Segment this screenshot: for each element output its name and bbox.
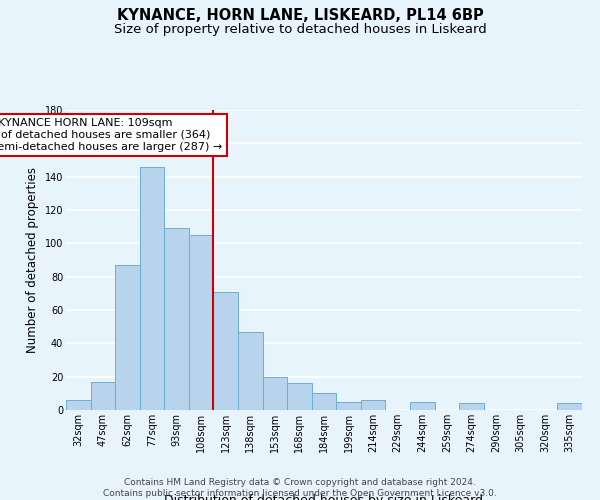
Bar (140, 166, 164, 410)
Text: KYNANCE, HORN LANE, LISKEARD, PL14 6BP: KYNANCE, HORN LANE, LISKEARD, PL14 6BP (116, 8, 484, 22)
Bar (361, 400, 385, 410)
Bar (312, 394, 336, 410)
Bar (115, 265, 140, 410)
X-axis label: Distribution of detached houses by size in Liskeard: Distribution of detached houses by size … (164, 494, 484, 500)
Bar (91, 382, 115, 410)
Bar (66, 400, 91, 410)
Text: Contains HM Land Registry data © Crown copyright and database right 2024.
Contai: Contains HM Land Registry data © Crown c… (103, 478, 497, 498)
Bar (189, 235, 214, 410)
Bar (214, 292, 238, 410)
Y-axis label: Number of detached properties: Number of detached properties (26, 167, 39, 353)
Bar (263, 376, 287, 410)
Bar (164, 228, 189, 410)
Bar (336, 402, 361, 410)
Bar (459, 404, 484, 410)
Bar (557, 404, 582, 410)
Text: Size of property relative to detached houses in Liskeard: Size of property relative to detached ho… (113, 22, 487, 36)
Text: KYNANCE HORN LANE: 109sqm
← 55% of detached houses are smaller (364)
44% of semi: KYNANCE HORN LANE: 109sqm ← 55% of detac… (0, 118, 222, 152)
Bar (238, 332, 263, 410)
Bar (410, 402, 434, 410)
Bar (287, 384, 312, 410)
